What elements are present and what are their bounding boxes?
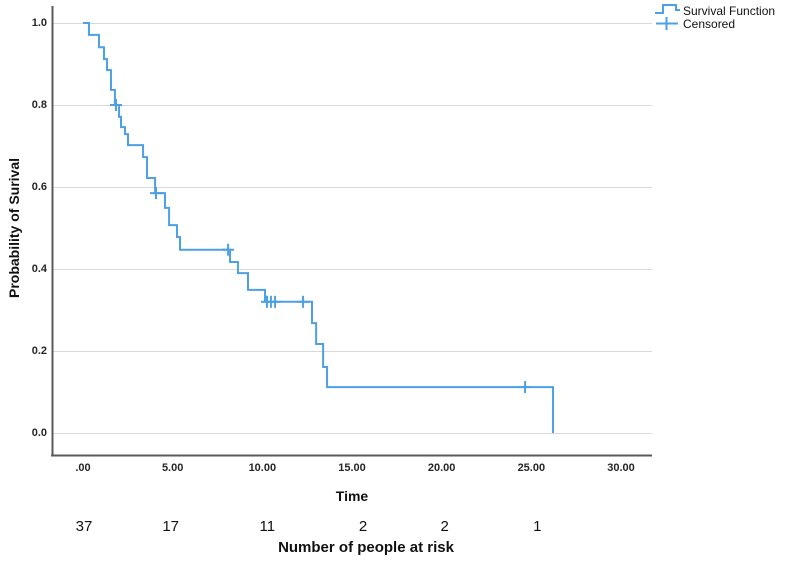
x-axis-label: Time	[335, 488, 369, 504]
risk-count: 2	[358, 518, 368, 535]
risk-count: 2	[440, 518, 449, 535]
risk-count: 11	[259, 518, 276, 535]
y-tick-label: 0.2	[31, 345, 47, 357]
risk-count: 1	[533, 518, 542, 535]
y-tick-label: 0.8	[31, 99, 47, 111]
x-tick-label: 20.00	[427, 462, 456, 474]
legend-label-survival-function: Survival Function	[683, 4, 776, 18]
x-tick-label: 30.00	[607, 462, 635, 474]
censored-marks	[109, 99, 532, 394]
legend-label-censored: Censored	[683, 17, 736, 31]
risk-count: 37	[75, 518, 93, 535]
y-tick-label: 0.0	[31, 427, 47, 439]
y-axis-label: Probability of Surival	[6, 157, 22, 299]
y-tick-label: 0.6	[31, 181, 47, 193]
x-tick-label: .00	[75, 462, 91, 474]
x-tick-label: 5.00	[161, 462, 184, 474]
risk-table-title: Number of people at risk	[278, 539, 454, 556]
y-tick-label: 0.4	[31, 263, 47, 275]
x-tick-label: 15.00	[338, 462, 366, 474]
step-line-icon	[655, 4, 680, 14]
survival-curve	[83, 22, 555, 433]
x-tick-label: 25.00	[517, 462, 546, 474]
risk-count: 17	[162, 518, 179, 535]
plus-icon	[656, 17, 678, 30]
x-tick-label: 10.00	[248, 462, 277, 474]
y-tick-label: 1.0	[31, 17, 47, 29]
